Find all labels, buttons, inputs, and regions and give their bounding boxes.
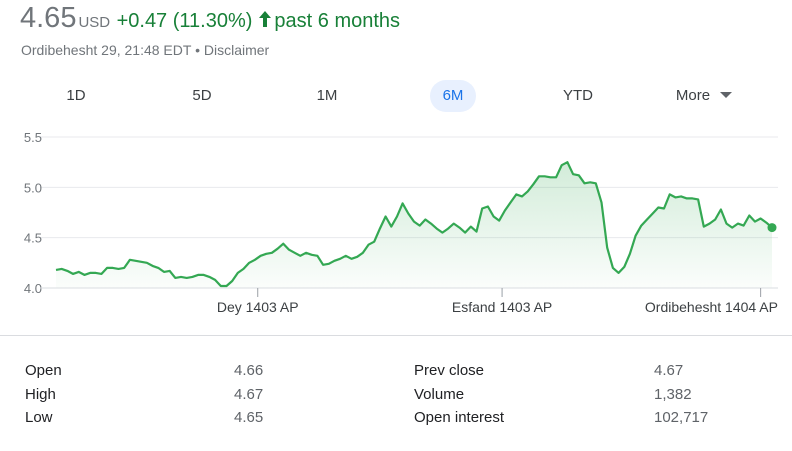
y-tick-label: 5.0	[24, 180, 42, 195]
x-tick-label: Dey 1403 AP	[217, 299, 299, 315]
stat-value: 1,382	[654, 386, 692, 403]
last-price-dot	[767, 223, 777, 233]
change-period: past 6 months	[274, 10, 401, 32]
tab-label: YTD	[563, 87, 593, 104]
stat-value: 4.66	[234, 362, 264, 379]
arrow-up-icon	[259, 11, 272, 27]
tab-label: 1D	[66, 87, 86, 104]
current-price: 4.65	[20, 2, 77, 34]
currency-label: USD	[78, 14, 111, 31]
tab-label: 6M	[442, 87, 464, 104]
tab-label: 5D	[192, 87, 212, 104]
tab-1m[interactable]: 1M	[303, 80, 351, 112]
y-tick-label: 5.5	[24, 130, 42, 145]
stat-value: 102,717	[654, 409, 709, 426]
tab-5d[interactable]: 5D	[178, 80, 226, 112]
stat-value: 4.67	[234, 386, 264, 403]
y-tick-label: 4.5	[24, 231, 42, 246]
quote-subline: Ordibehesht 29, 21:48 EDT • Disclaimer	[21, 42, 269, 58]
price-line	[55, 161, 773, 288]
stat-label: Open interest	[414, 409, 505, 426]
tab-ytd[interactable]: YTD	[553, 80, 603, 112]
stat-value: 4.65	[234, 409, 264, 426]
x-tick-label: Esfand 1403 AP	[452, 299, 552, 315]
divider	[0, 335, 792, 336]
price-chart: 4.0 4.5 5.0 5.5 Dey 1403 AP Esfand 1403 AP Ord…	[24, 130, 778, 315]
tab-6m[interactable]: 6M	[430, 80, 476, 112]
disclaimer-link[interactable]: Disclaimer	[203, 42, 270, 58]
separator-dot: •	[195, 42, 200, 58]
range-tabs: 1D 5D 1M 6M YTD More	[0, 80, 792, 114]
price-change: +0.47 (11.30%)	[116, 10, 253, 32]
tab-1d[interactable]: 1D	[52, 80, 100, 112]
stat-label: Volume	[414, 386, 465, 403]
x-tick-label: Ordibehesht 1404 AP	[645, 299, 778, 315]
quote-header: 4.65 USD +0.47 (11.30%) past 6 months	[20, 2, 400, 35]
stat-label: Open	[25, 362, 62, 379]
stat-value: 4.67	[654, 362, 684, 379]
tab-label: More	[675, 87, 711, 104]
y-tick-label: 4.0	[24, 281, 42, 296]
stat-label: Prev close	[414, 362, 485, 379]
price-area	[56, 162, 772, 288]
more-dropdown[interactable]: More	[664, 80, 744, 112]
stat-label: High	[25, 386, 56, 403]
caret-down-icon	[720, 92, 733, 98]
timestamp: Ordibehesht 29, 21:48 EDT	[21, 42, 192, 58]
tab-label: 1M	[316, 87, 338, 104]
stat-label: Low	[25, 409, 53, 426]
